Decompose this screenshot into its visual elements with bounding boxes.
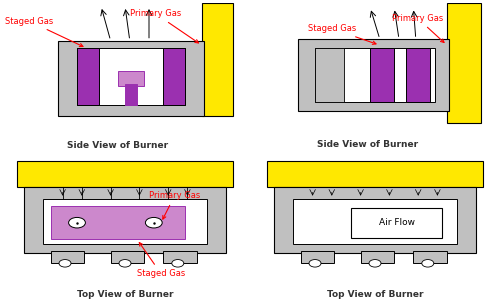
Bar xyxy=(118,71,144,86)
Bar xyxy=(24,187,226,253)
Circle shape xyxy=(119,259,131,267)
Bar xyxy=(298,39,450,111)
Bar xyxy=(77,48,185,105)
Bar xyxy=(17,161,233,187)
Bar xyxy=(414,251,447,263)
Bar xyxy=(315,48,344,102)
Bar xyxy=(360,251,394,263)
Text: Primary Gas: Primary Gas xyxy=(392,14,444,42)
Bar xyxy=(300,251,334,263)
Bar xyxy=(44,199,206,244)
Text: Side View of Burner: Side View of Burner xyxy=(317,140,418,149)
Bar xyxy=(315,48,435,102)
Bar xyxy=(164,48,185,105)
Text: Primary Gas: Primary Gas xyxy=(130,9,198,43)
Circle shape xyxy=(369,259,381,267)
Bar xyxy=(294,199,456,244)
Bar xyxy=(274,187,476,253)
Bar xyxy=(202,3,233,116)
Text: Top View of Burner: Top View of Burner xyxy=(77,290,174,299)
Text: Staged Gas: Staged Gas xyxy=(5,17,83,47)
Text: Staged Gas: Staged Gas xyxy=(308,24,376,45)
Circle shape xyxy=(68,217,86,228)
Circle shape xyxy=(172,259,184,267)
Bar xyxy=(50,206,185,239)
Circle shape xyxy=(146,217,162,228)
Text: Staged Gas: Staged Gas xyxy=(137,243,185,278)
Bar xyxy=(406,48,430,102)
Bar xyxy=(125,84,137,105)
Bar xyxy=(50,251,84,263)
Bar xyxy=(351,208,442,238)
Bar xyxy=(164,251,197,263)
Bar xyxy=(267,161,483,187)
Bar xyxy=(447,3,480,123)
Circle shape xyxy=(309,259,321,267)
Text: Side View of Burner: Side View of Burner xyxy=(67,142,168,150)
Circle shape xyxy=(59,259,71,267)
Bar xyxy=(110,251,144,263)
Bar xyxy=(370,48,394,102)
Text: Primary Gas: Primary Gas xyxy=(149,191,200,219)
Circle shape xyxy=(422,259,434,267)
Bar xyxy=(77,48,98,105)
Bar xyxy=(58,41,204,116)
Text: Top View of Burner: Top View of Burner xyxy=(327,290,423,299)
Text: Air Flow: Air Flow xyxy=(378,218,414,227)
